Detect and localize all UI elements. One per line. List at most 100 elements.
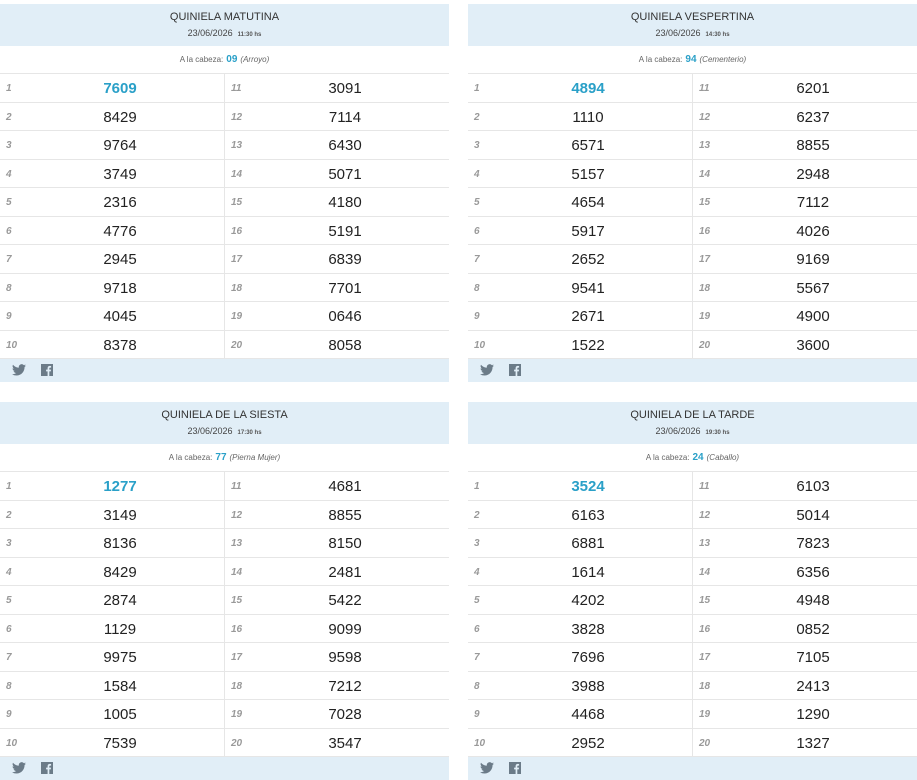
position: 19 (699, 311, 711, 322)
position: 11 (231, 481, 242, 492)
position: 12 (699, 509, 711, 521)
drawn-number: 8058 (328, 336, 362, 354)
position: 3 (6, 140, 12, 151)
drawn-number: 9541 (571, 279, 605, 297)
position: 16 (231, 225, 243, 237)
drawn-number: 0646 (328, 308, 362, 325)
panel-title: QUINIELA DE LA SIESTA (161, 409, 288, 421)
result-row: 7 9975 (0, 643, 224, 672)
drawn-number: 4681 (328, 478, 362, 495)
position: 5 (6, 197, 12, 208)
drawn-number: 6163 (571, 506, 605, 524)
result-row: 12 7114 (224, 102, 449, 131)
twitter-icon[interactable] (480, 364, 494, 376)
drawn-number: 1522 (571, 336, 605, 354)
position: 14 (231, 168, 243, 180)
drawn-number: 3149 (103, 506, 137, 524)
head-number: 09 (226, 54, 238, 65)
result-row: 18 7701 (224, 273, 449, 302)
position: 5 (6, 595, 12, 606)
result-row: 15 5422 (224, 586, 449, 615)
drawn-number: 1005 (103, 706, 137, 723)
result-row: 14 2481 (224, 557, 449, 586)
position: 12 (231, 111, 243, 123)
position: 15 (231, 595, 243, 606)
drawn-number: 7609 (103, 80, 137, 97)
drawn-number: 8150 (328, 535, 362, 552)
drawn-number: 7028 (328, 706, 362, 723)
result-row: 14 2948 (692, 159, 917, 188)
panel-header: QUINIELA DE LA SIESTA 23/06/2026 17:30 hs (0, 402, 449, 444)
drawn-number: 4894 (571, 80, 605, 97)
drawn-number: 2948 (796, 165, 830, 183)
position: 11 (699, 481, 710, 492)
position: 3 (474, 538, 480, 549)
result-row: 4 3749 (0, 160, 224, 188)
drawn-number: 6430 (328, 137, 362, 154)
drawn-number: 0852 (796, 620, 830, 638)
twitter-icon[interactable] (12, 364, 26, 376)
drawn-number: 3600 (796, 336, 830, 354)
drawn-number: 7112 (796, 194, 830, 211)
result-row: 17 6839 (224, 245, 449, 274)
position: 12 (699, 111, 711, 123)
result-row: 16 9099 (224, 614, 449, 643)
position: 7 (6, 254, 12, 265)
drawn-number: 2481 (328, 563, 362, 581)
facebook-icon[interactable] (41, 762, 53, 774)
position: 1 (6, 481, 12, 492)
drawn-number: 4900 (796, 308, 830, 325)
drawn-number: 2945 (103, 251, 137, 268)
drawn-number: 3828 (571, 620, 605, 638)
head-line: A la cabeza: 24 (Caballo) (468, 444, 917, 472)
result-row: 12 8855 (224, 500, 449, 529)
drawn-number: 1110 (572, 108, 604, 126)
drawn-number: 1129 (103, 620, 137, 638)
position: 18 (231, 680, 243, 692)
facebook-icon[interactable] (41, 364, 53, 376)
draw-date: 23/06/2026 (187, 426, 233, 436)
facebook-icon[interactable] (509, 762, 521, 774)
drawn-number: 5567 (796, 279, 830, 297)
result-row: 1 3524 (468, 472, 692, 501)
result-row: 13 6430 (224, 131, 449, 160)
drawn-number: 7105 (796, 649, 830, 666)
drawn-number: 8855 (328, 506, 362, 524)
result-row: 9 4468 (468, 700, 692, 729)
position: 18 (699, 282, 711, 294)
position: 17 (231, 254, 243, 265)
position: 4 (6, 168, 12, 180)
result-row: 8 9718 (0, 274, 224, 302)
position: 18 (699, 680, 711, 692)
position: 6 (474, 225, 480, 237)
panel-title: QUINIELA VESPERTINA (630, 11, 755, 23)
result-row: 15 4180 (224, 188, 449, 217)
position: 13 (231, 140, 243, 151)
share-bar (0, 757, 449, 780)
position: 2 (6, 111, 12, 123)
position: 14 (699, 566, 711, 578)
draw-time: 11:30 hs (237, 32, 262, 38)
results-panel: QUINIELA MATUTINA 23/06/2026 11:30 hs A la … (0, 4, 449, 382)
position: 4 (474, 566, 480, 578)
draw-date-line: 23/06/2026 14:30 hs (468, 28, 917, 38)
result-row: 20 3547 (224, 728, 449, 757)
position: 13 (699, 538, 711, 549)
drawn-number: 2952 (571, 734, 605, 752)
facebook-icon[interactable] (509, 364, 521, 376)
result-row: 11 6103 (692, 472, 917, 501)
result-row: 1 4894 (468, 74, 692, 103)
drawn-number: 8855 (796, 137, 830, 154)
result-row: 20 3600 (692, 330, 917, 359)
drawn-number: 7701 (328, 279, 362, 297)
result-row: 4 5157 (468, 160, 692, 188)
position: 11 (699, 83, 710, 94)
position: 3 (474, 140, 480, 151)
head-label: A la cabeza: (168, 453, 213, 462)
twitter-icon[interactable] (12, 762, 26, 774)
twitter-icon[interactable] (480, 762, 494, 774)
position: 7 (6, 652, 12, 663)
draw-time: 17:30 hs (237, 430, 262, 436)
drawn-number: 8378 (103, 336, 137, 354)
